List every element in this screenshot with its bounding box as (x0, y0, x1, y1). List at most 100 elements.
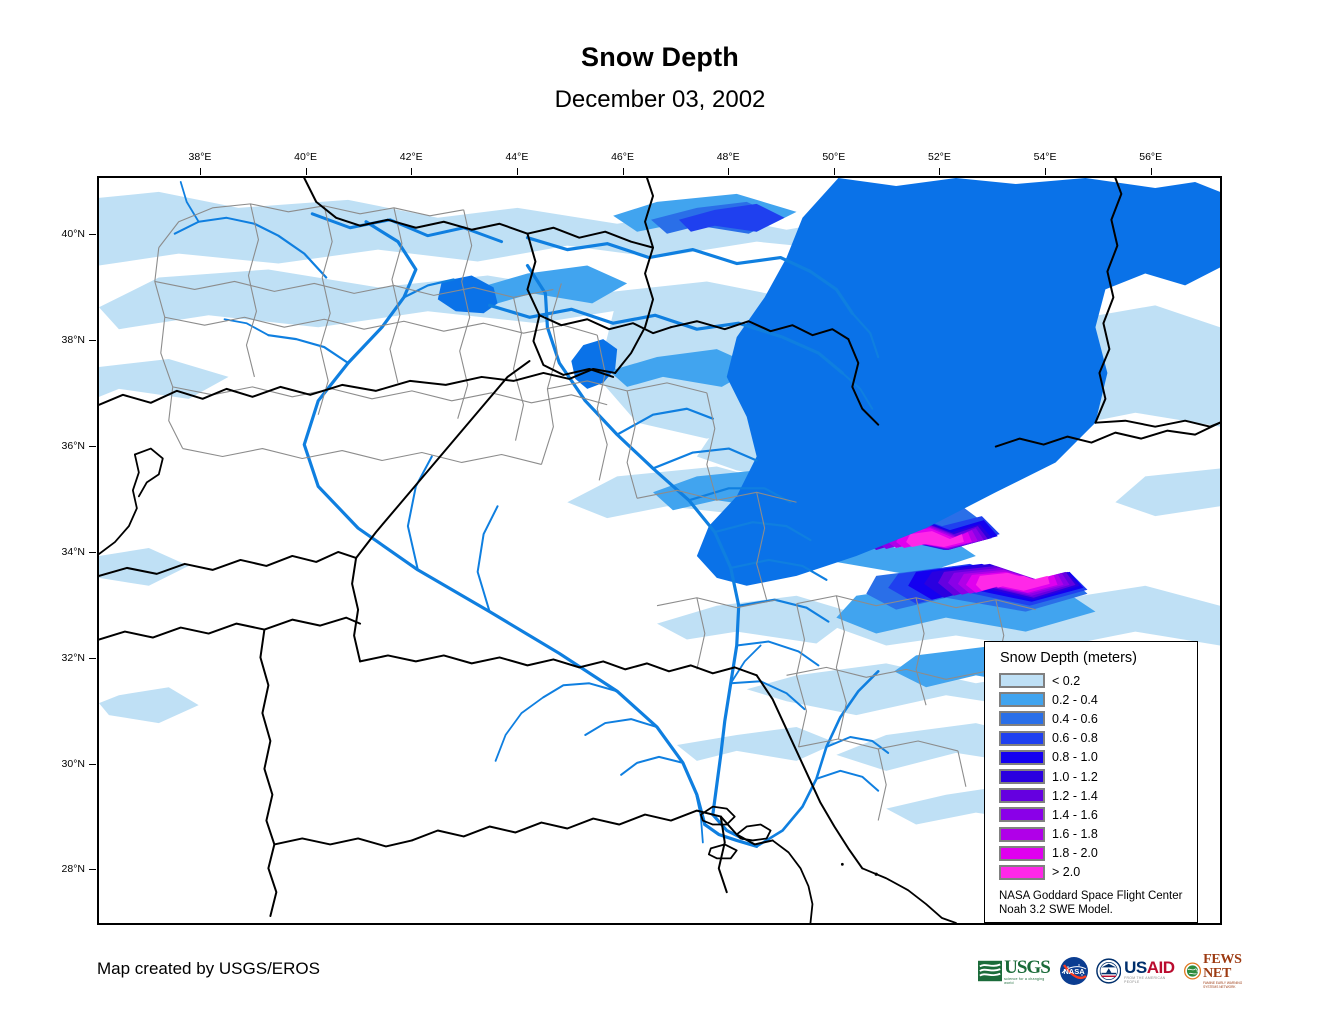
usaid-logo[interactable]: USAID FROM THE AMERICAN PEOPLE (1095, 956, 1177, 986)
lat-tick (89, 869, 96, 871)
lat-tick (89, 551, 96, 553)
caspian-sea (696, 178, 1220, 586)
usaid-seal-icon (1095, 958, 1121, 984)
svg-text:NASA: NASA (1063, 967, 1085, 976)
legend-row[interactable]: 0.6 - 0.8 (999, 729, 1197, 748)
legend-swatch (999, 730, 1045, 746)
lat-tick-label: 28°N (61, 863, 85, 876)
legend-label: 0.4 - 0.6 (1052, 711, 1098, 726)
legend-swatch (999, 673, 1045, 689)
lon-tick (1045, 168, 1047, 175)
lon-tick-label: 46°E (611, 151, 634, 163)
map-canvas (99, 178, 1220, 923)
legend-swatch (999, 864, 1045, 880)
lon-tick (1150, 168, 1152, 175)
legend-label: 0.2 - 0.4 (1052, 692, 1098, 707)
lon-tick (939, 168, 941, 175)
lon-tick-label: 42°E (399, 151, 423, 163)
agency-logos: USGS science for a changing world NASA U… (978, 952, 1242, 990)
nasa-logo[interactable]: NASA (1059, 956, 1089, 986)
legend-swatch (999, 807, 1045, 823)
legend-title: Snow Depth (meters) (1000, 650, 1137, 666)
snow-class-gt20 (906, 531, 1050, 591)
coastlines (99, 447, 957, 923)
legend-source-line1: NASA Goddard Space Flight Center (999, 890, 1183, 903)
lat-tick-label: 30°N (61, 757, 85, 770)
legend-row[interactable]: 0.2 - 0.4 (999, 690, 1197, 709)
legend-source-line2: Noah 3.2 SWE Model. (999, 904, 1113, 917)
lon-tick-label: 54°E (1033, 151, 1057, 163)
legend-label: 1.8 - 2.0 (1052, 846, 1098, 861)
country-borders (99, 178, 1220, 918)
admin-boundaries (154, 203, 1036, 821)
legend-row[interactable]: < 0.2 (999, 671, 1197, 690)
fews-globe-icon (1184, 962, 1202, 980)
lon-tick (833, 168, 835, 175)
lat-tick-label: 36°N (61, 439, 85, 452)
legend-panel[interactable]: Snow Depth (meters) < 0.2 0.2 - 0.4 0.4 - … (984, 641, 1198, 923)
usgs-logo-tagline: science for a changing world (1004, 976, 1045, 985)
lon-tick (622, 168, 624, 175)
page-subtitle: December 03, 2002 (554, 86, 766, 113)
lat-tick-label: 40°N (61, 228, 85, 241)
legend-label: 1.6 - 1.8 (1052, 827, 1098, 842)
lake-urmia (571, 339, 618, 389)
fews-logo-tagline: FAMINE EARLY WARNING SYSTEMS NETWORK (1203, 981, 1243, 989)
legend-row[interactable]: 1.0 - 1.2 (999, 767, 1197, 786)
lon-tick-label: 40°E (294, 151, 318, 163)
usaid-logo-text: USAID (1124, 959, 1177, 976)
legend-row[interactable]: 1.4 - 1.6 (999, 805, 1197, 824)
lon-tick-label: 52°E (927, 151, 951, 163)
lat-tick-label: 38°N (61, 334, 85, 347)
lat-tick (89, 445, 96, 447)
lon-tick (516, 168, 518, 175)
fews-logo[interactable]: FEWS NET FAMINE EARLY WARNING SYSTEMS NE… (1184, 952, 1250, 989)
legend-row[interactable]: 1.2 - 1.4 (999, 786, 1197, 805)
lat-tick (89, 657, 96, 659)
map-frame[interactable] (97, 176, 1222, 925)
map-credit: Map created by USGS/EROS (97, 959, 320, 978)
lat-tick-label: 34°N (61, 545, 85, 558)
lat-tick (89, 340, 96, 342)
lat-tick (89, 763, 96, 765)
usaid-text-us: US (1124, 957, 1147, 977)
lon-tick-label: 44°E (505, 151, 529, 163)
lon-tick-label: 48°E (716, 151, 740, 163)
legend-swatch (999, 692, 1045, 708)
usgs-wave-icon (978, 960, 1003, 982)
legend-swatch (999, 788, 1045, 804)
map-axes: 38°E 40°E 42°E 44°E 46°E 48°E 50°E 52°E 54°E 56°E… (62, 151, 1222, 925)
lon-tick (411, 168, 413, 175)
legend-swatch (999, 769, 1045, 785)
legend-entries: < 0.2 0.2 - 0.4 0.4 - 0.6 0.6 - 0.8 0.8 - 1.… (999, 671, 1197, 882)
legend-label: 1.4 - 1.6 (1052, 807, 1098, 822)
usgs-logo[interactable]: USGS science for a changing world (978, 956, 1052, 986)
usgs-logo-text: USGS (1004, 956, 1051, 978)
lat-tick-label: 32°N (61, 651, 85, 664)
legend-label: 1.0 - 1.2 (1052, 769, 1098, 784)
legend-label: 0.8 - 1.0 (1052, 750, 1098, 765)
nasa-meatball-icon: NASA (1059, 957, 1088, 985)
legend-row[interactable]: > 2.0 (999, 863, 1197, 882)
lon-tick (199, 168, 201, 175)
legend-label: > 2.0 (1052, 865, 1081, 880)
legend-row[interactable]: 1.6 - 1.8 (999, 825, 1197, 844)
lat-tick (89, 234, 96, 236)
legend-source: NASA Goddard Space Flight Center Noah 3.… (999, 889, 1197, 917)
fews-logo-text: FEWS NET (1203, 952, 1242, 981)
lon-tick-label: 50°E (822, 151, 846, 163)
legend-swatch (999, 845, 1045, 861)
legend-label: < 0.2 (1052, 673, 1081, 688)
legend-swatch (999, 749, 1045, 765)
legend-swatch (999, 826, 1045, 842)
lon-tick (728, 168, 730, 175)
usaid-logo-tagline: FROM THE AMERICAN PEOPLE (1124, 975, 1166, 984)
legend-row[interactable]: 1.8 - 2.0 (999, 844, 1197, 863)
legend-swatch (999, 711, 1045, 727)
rivers (173, 181, 890, 849)
legend-row[interactable]: 0.8 - 1.0 (999, 748, 1197, 767)
usaid-text-aid: AID (1146, 957, 1175, 977)
page-title: Snow Depth (581, 42, 739, 72)
legend-label: 1.2 - 1.4 (1052, 788, 1098, 803)
legend-row[interactable]: 0.4 - 0.6 (999, 709, 1197, 728)
